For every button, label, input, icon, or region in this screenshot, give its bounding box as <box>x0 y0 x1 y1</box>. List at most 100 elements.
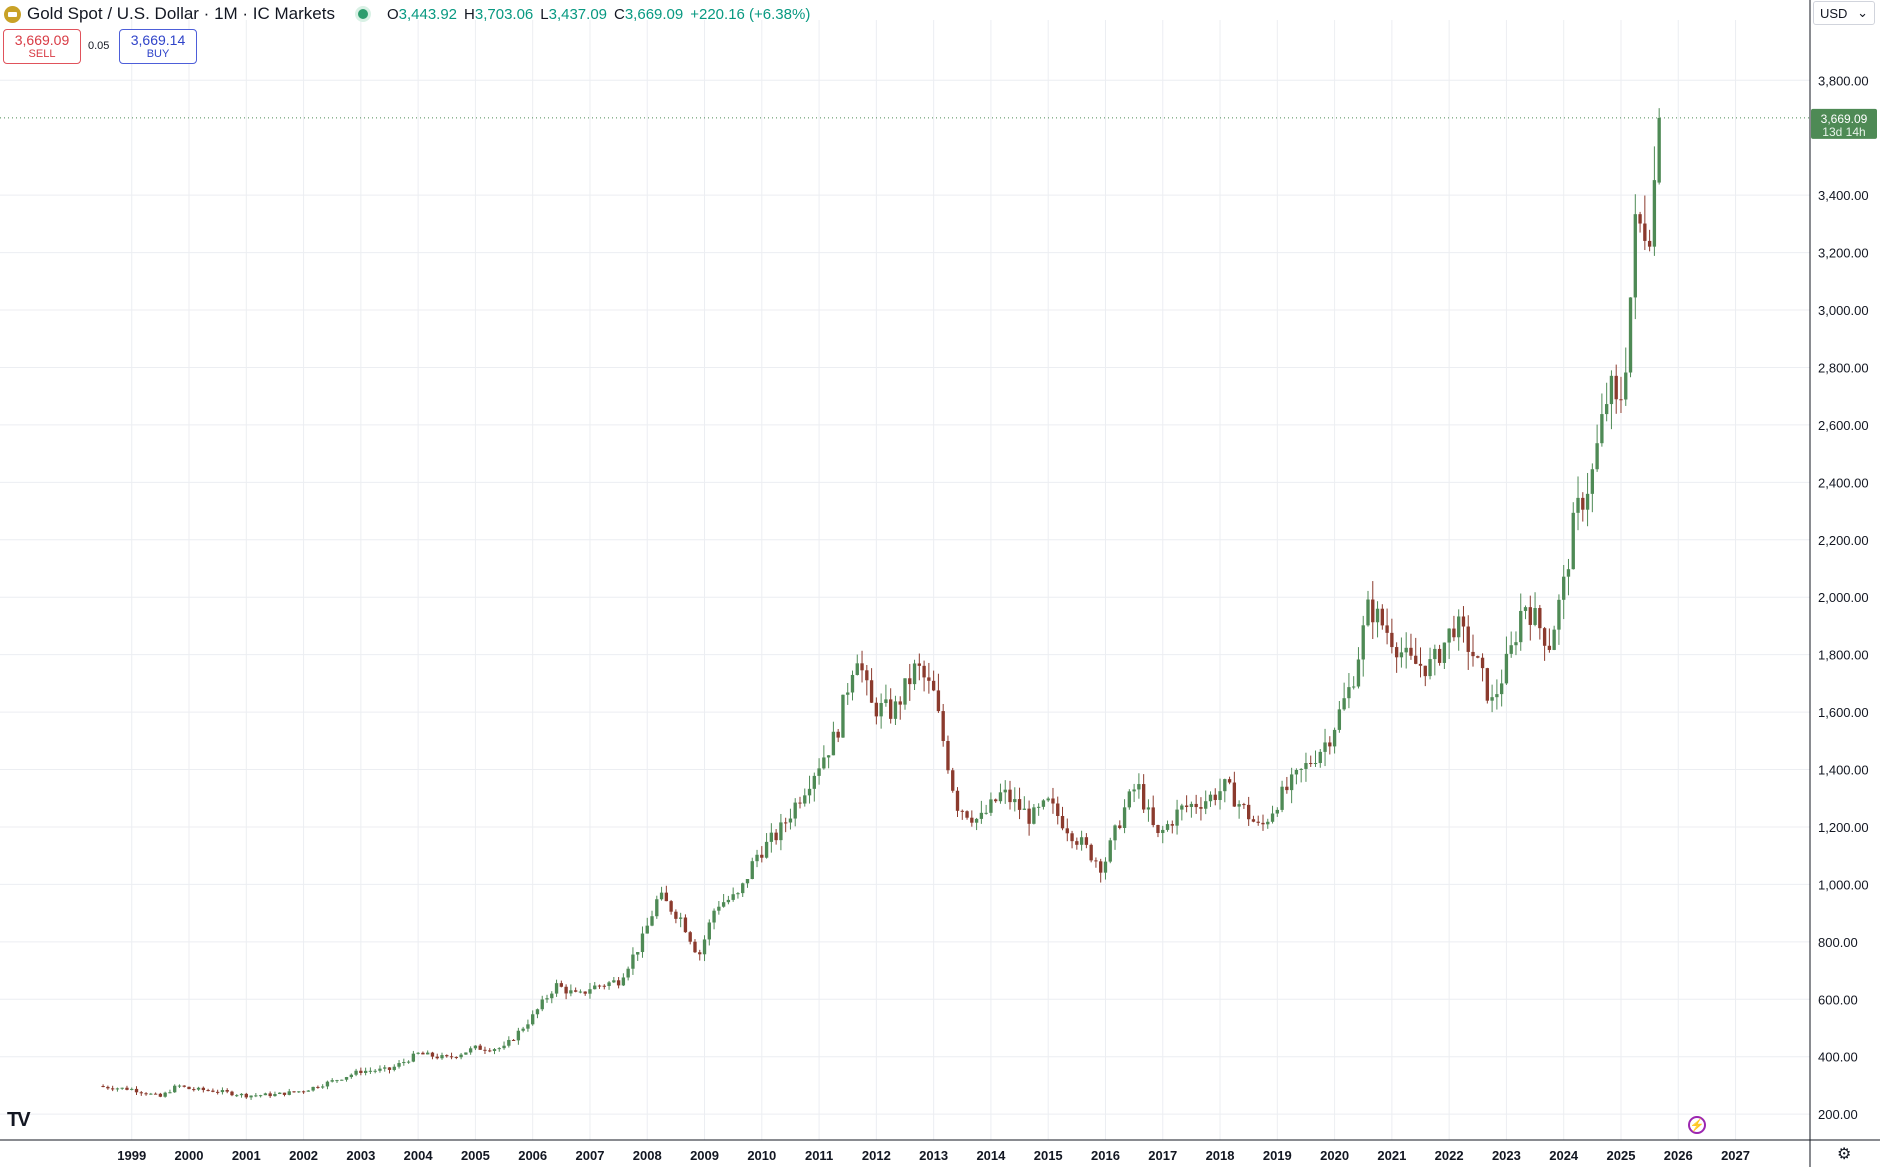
candle-body <box>693 941 697 953</box>
symbol-header[interactable]: Gold Spot / U.S. Dollar · 1M · IC Market… <box>4 3 810 25</box>
candle-body <box>1380 608 1384 626</box>
candle-body <box>1643 223 1647 241</box>
symbol-title[interactable]: Gold Spot / U.S. Dollar · 1M · IC Market… <box>27 4 335 23</box>
sell-button[interactable]: 3,669.09 SELL <box>3 29 81 64</box>
candle-body <box>488 1050 492 1052</box>
candle-body <box>1433 648 1437 660</box>
candle-body <box>258 1095 263 1097</box>
candle-body <box>383 1067 387 1069</box>
x-tick-label: 2004 <box>404 1148 434 1163</box>
x-tick-label: 2022 <box>1435 1148 1464 1163</box>
candle-body <box>1266 821 1270 825</box>
candle-body <box>569 990 573 994</box>
candle-body <box>1060 815 1065 829</box>
candle-body <box>951 770 955 791</box>
candle-body <box>1638 214 1642 224</box>
candle-body <box>674 911 678 919</box>
candle-body <box>826 755 831 758</box>
candle-body <box>1299 768 1303 770</box>
candle-body <box>1628 297 1633 373</box>
candle-body <box>1036 806 1041 808</box>
candle-body <box>1232 782 1237 807</box>
candle-body <box>1499 683 1504 695</box>
candle-body <box>869 680 874 703</box>
x-tick-label: 2002 <box>289 1148 318 1163</box>
candle-body <box>750 861 754 879</box>
candle-body <box>597 985 602 987</box>
candle-body <box>846 692 850 695</box>
candle-body <box>593 985 597 990</box>
candle-body <box>1318 751 1322 764</box>
candle-body <box>531 1014 535 1025</box>
candle-body <box>1122 807 1127 828</box>
candle-body <box>1223 779 1227 792</box>
candle-body <box>473 1045 478 1049</box>
candle-body <box>1609 375 1614 405</box>
candle-body <box>297 1091 301 1093</box>
candle-body <box>263 1093 268 1096</box>
candle-body <box>254 1095 258 1097</box>
candle-body <box>760 854 764 858</box>
candle-body <box>1476 656 1480 658</box>
candle-body <box>1414 655 1418 664</box>
candle-body <box>898 701 902 705</box>
candle-body <box>153 1093 158 1095</box>
candle-body <box>1442 642 1447 663</box>
candle-body <box>1132 789 1136 792</box>
candle-body <box>1581 497 1585 510</box>
candle-body <box>817 768 821 776</box>
candle-body <box>1576 497 1580 513</box>
candle-body <box>325 1081 330 1087</box>
candle-body <box>1051 798 1055 804</box>
candle-body <box>1213 794 1217 800</box>
candle-body <box>1371 599 1375 623</box>
candle-body <box>316 1086 320 1088</box>
buy-button[interactable]: 3,669.14 BUY <box>119 29 197 64</box>
candle-body <box>841 694 845 738</box>
tradingview-logo-icon[interactable]: TV <box>7 1109 31 1131</box>
candle-body <box>402 1062 406 1064</box>
candle-body <box>1657 117 1661 183</box>
sell-price: 3,669.09 <box>14 31 70 48</box>
candle-body <box>306 1090 311 1092</box>
candle-body <box>855 663 859 675</box>
candle-body <box>101 1086 105 1088</box>
candle-body <box>1127 791 1132 808</box>
candle-body <box>1204 801 1208 809</box>
candle-body <box>301 1091 306 1093</box>
open-value: 3,443.92 <box>398 5 458 23</box>
candle-body <box>931 680 936 691</box>
candle-body <box>387 1067 392 1070</box>
candle-body <box>435 1056 439 1059</box>
currency-select[interactable]: USD ⌄ <box>1813 1 1875 25</box>
candle-body <box>1079 837 1084 845</box>
candle-body <box>163 1092 167 1097</box>
candle-body <box>1452 628 1456 638</box>
candle-body <box>1270 813 1275 822</box>
gear-icon[interactable]: ⚙ <box>1837 1146 1852 1163</box>
candle-body <box>187 1086 191 1090</box>
candle-body <box>1595 443 1599 470</box>
candle-body <box>741 883 745 894</box>
candle-body <box>946 741 950 771</box>
candle-body <box>478 1045 482 1050</box>
candle-body <box>927 677 931 681</box>
candle-body <box>158 1093 163 1097</box>
y-tick-label: 2,600.00 <box>1818 418 1869 433</box>
y-tick-label: 3,200.00 <box>1818 246 1869 261</box>
candle-body <box>1495 694 1499 698</box>
candle-body <box>526 1024 530 1029</box>
x-tick-label: 2003 <box>346 1148 375 1163</box>
candle-body <box>406 1061 411 1063</box>
candle-body <box>612 980 616 983</box>
candle-body <box>912 663 917 685</box>
y-tick-label: 2,400.00 <box>1818 475 1869 490</box>
x-tick-label: 2010 <box>747 1148 776 1163</box>
candle-body <box>1566 569 1571 577</box>
candle-body <box>1094 860 1098 862</box>
candle-body <box>1457 616 1461 638</box>
x-tick-label: 2006 <box>518 1148 547 1163</box>
lightning-icon[interactable]: ⚡ <box>1688 1116 1706 1134</box>
candle-body <box>707 922 711 940</box>
